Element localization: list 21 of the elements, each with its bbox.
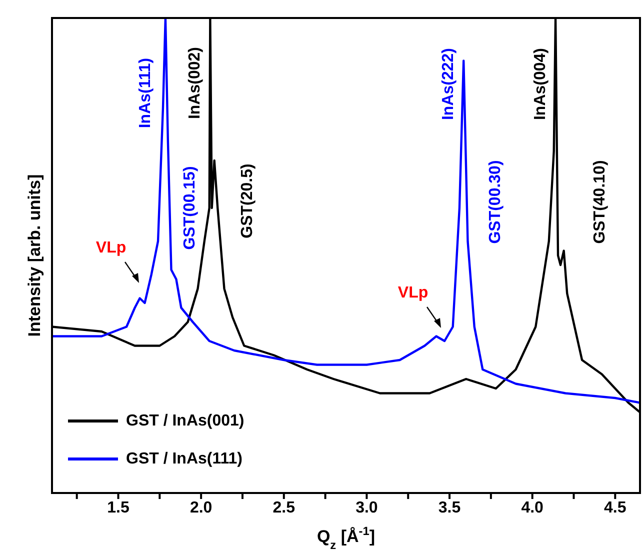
y-axis-title: Intensity [arb. units] [24, 174, 44, 337]
x-tick-label: 2.5 [272, 499, 296, 516]
x-tick-label: 3.5 [438, 499, 461, 516]
legend-label: GST / InAs(001) [126, 412, 244, 430]
x-tick-label: 4.5 [604, 499, 626, 516]
annotation: InAs(004) [532, 48, 550, 120]
annotation: VLp [96, 240, 126, 256]
x-axis-title: Q$_{z}$ [Å$^{-1}$] [316, 524, 376, 552]
x-tick-label: 2.0 [190, 499, 212, 516]
annotation: GST(20.5) [238, 164, 256, 238]
annotation: InAs(002) [186, 46, 204, 120]
legend-label: GST / InAs(111) [126, 450, 242, 468]
annotation: InAs(222) [440, 48, 458, 120]
x-tick-label: 4.0 [521, 499, 544, 516]
annotation: GST(00.30) [487, 160, 504, 244]
annotation: GST(00.15) [181, 166, 198, 250]
x-tick-label: 1.5 [107, 499, 130, 516]
annotation: InAs(111) [136, 58, 154, 128]
x-tick-label: 3.0 [356, 499, 378, 516]
annotation: VLp [398, 284, 428, 302]
annotation: GST(40.10) [591, 160, 608, 244]
